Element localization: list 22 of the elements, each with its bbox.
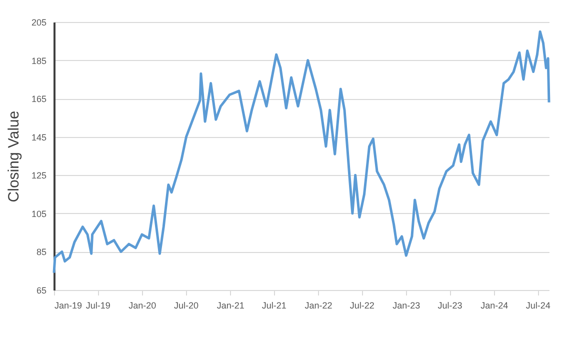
x-tick-label: Jan-22 [304, 300, 332, 310]
x-tick-label: Jul-23 [438, 300, 462, 310]
x-tick-label: Jul-22 [350, 300, 374, 310]
y-tick-label: 85 [36, 247, 46, 258]
y-tick-label: 205 [31, 18, 46, 28]
y-tick-label: 65 [36, 286, 46, 296]
y-tick-label: 105 [31, 208, 46, 219]
y-tick-label: 145 [31, 132, 46, 142]
x-tick-label: Jul-19 [86, 300, 110, 310]
x-tick-label: Jan-21 [216, 300, 244, 310]
x-tick-label: Jan-20 [128, 300, 156, 310]
x-tick-label: Jan-23 [392, 300, 420, 310]
y-tick-label: 125 [31, 170, 46, 181]
y-axis-title: Closing Value [5, 110, 22, 202]
x-tick-label: Jan-24 [480, 300, 508, 310]
y-tick-label: 185 [31, 56, 46, 66]
line-series [52, 30, 550, 274]
y-tick-label: 165 [31, 94, 46, 104]
x-tick-label: Jan-19 [54, 300, 82, 310]
x-tick-label: Jul-24 [526, 300, 550, 310]
x-tick-label: Jul-20 [174, 300, 199, 310]
x-tick-label: Jul-21 [262, 300, 286, 310]
